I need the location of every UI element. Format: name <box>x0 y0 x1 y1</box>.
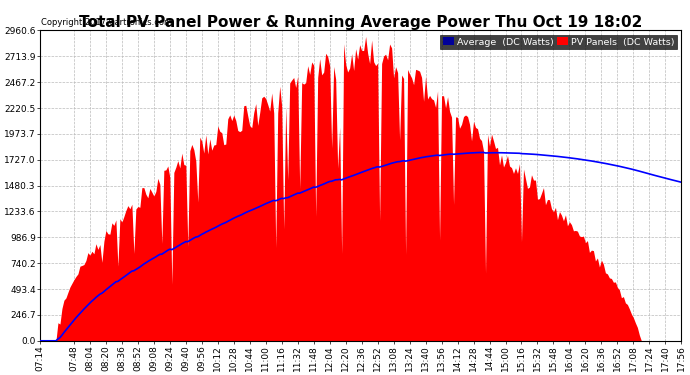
Legend: Average  (DC Watts), PV Panels  (DC Watts): Average (DC Watts), PV Panels (DC Watts) <box>440 35 677 49</box>
Title: Total PV Panel Power & Running Average Power Thu Oct 19 18:02: Total PV Panel Power & Running Average P… <box>79 15 642 30</box>
Text: Copyright 2017 Cartronics.com: Copyright 2017 Cartronics.com <box>41 18 172 27</box>
